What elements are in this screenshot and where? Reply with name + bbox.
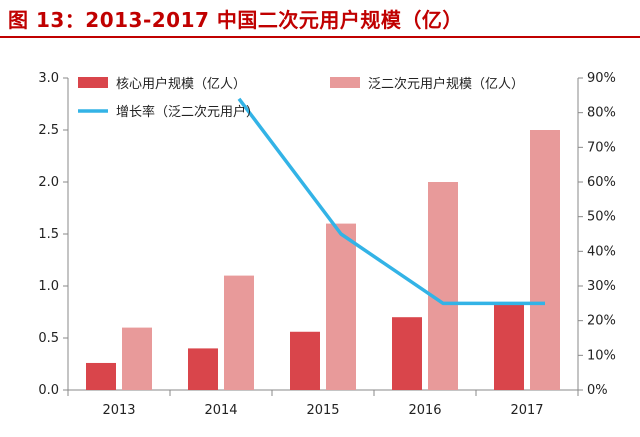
legend-swatch-1 bbox=[330, 77, 360, 88]
bar-pan-2017 bbox=[530, 130, 560, 390]
y-right-tick-label: 40% bbox=[587, 244, 616, 259]
y-left-tick-label: 1.5 bbox=[38, 227, 59, 242]
y-right-tick-label: 60% bbox=[587, 175, 616, 190]
x-tick-label: 2015 bbox=[306, 403, 339, 418]
y-left-tick-label: 0.5 bbox=[38, 331, 59, 346]
bar-core-2016 bbox=[392, 317, 422, 390]
x-tick-label: 2016 bbox=[408, 403, 441, 418]
bar-core-2015 bbox=[290, 331, 320, 390]
legend-swatch-0 bbox=[78, 77, 108, 88]
bar-core-2014 bbox=[188, 348, 218, 390]
x-tick-label: 2017 bbox=[510, 403, 543, 418]
y-right-tick-label: 90% bbox=[587, 71, 616, 86]
x-tick-label: 2014 bbox=[204, 403, 237, 418]
y-right-tick-label: 50% bbox=[587, 210, 616, 225]
legend-label-1: 泛二次元用户规模（亿人） bbox=[368, 76, 524, 92]
y-right-tick-label: 80% bbox=[587, 106, 616, 121]
legend-label-0: 核心用户规模（亿人） bbox=[116, 76, 246, 92]
y-left-tick-label: 2.0 bbox=[38, 175, 59, 190]
y-left-tick-label: 1.0 bbox=[38, 279, 59, 294]
bar-pan-2013 bbox=[122, 327, 152, 390]
y-right-tick-label: 70% bbox=[587, 140, 616, 155]
y-right-tick-label: 10% bbox=[587, 348, 616, 363]
bar-pan-2016 bbox=[428, 182, 458, 390]
y-left-tick-label: 2.5 bbox=[38, 123, 59, 138]
x-tick-label: 2013 bbox=[102, 403, 135, 418]
bar-pan-2015 bbox=[326, 223, 356, 390]
bar-core-2013 bbox=[86, 362, 116, 390]
y-right-tick-label: 30% bbox=[587, 279, 616, 294]
title-bar: 图 13：2013-2017 中国二次元用户规模（亿） bbox=[0, 0, 640, 40]
y-right-tick-label: 0% bbox=[587, 383, 608, 398]
y-left-tick-label: 3.0 bbox=[38, 71, 59, 86]
y-left-tick-label: 0.0 bbox=[38, 383, 59, 398]
y-right-tick-label: 20% bbox=[587, 314, 616, 329]
bar-core-2017 bbox=[494, 304, 524, 390]
chart-title: 图 13：2013-2017 中国二次元用户规模（亿） bbox=[8, 8, 463, 32]
legend-label-2: 增长率（泛二次元用户） bbox=[116, 104, 259, 120]
bar-pan-2014 bbox=[224, 275, 254, 390]
title-underline bbox=[0, 36, 640, 38]
growth-rate-line bbox=[237, 97, 545, 306]
